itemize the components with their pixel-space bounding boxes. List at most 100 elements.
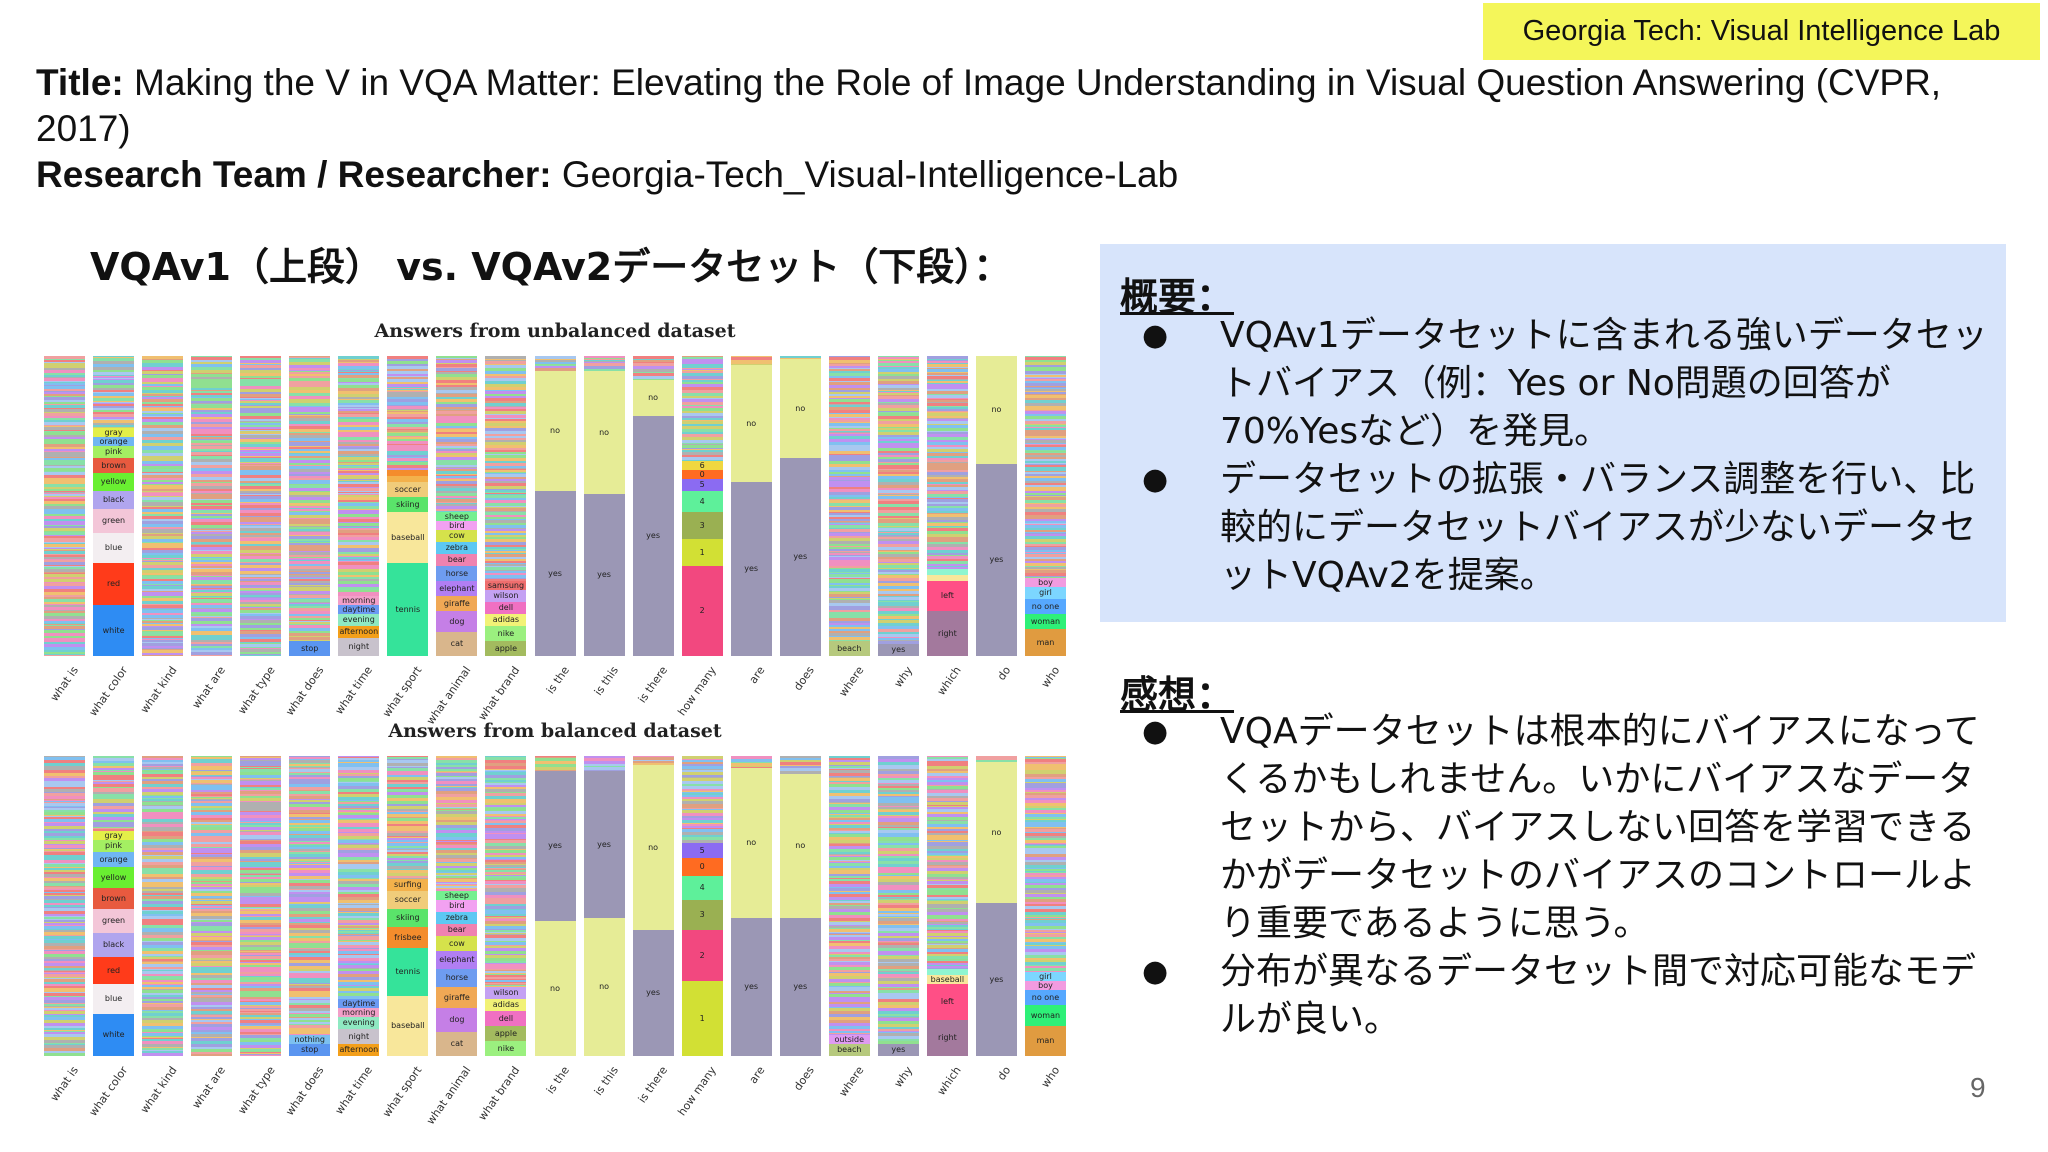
- tail-stripe: [44, 501, 86, 504]
- tail-stripe: [289, 527, 331, 529]
- tail-stripe: [142, 367, 184, 370]
- tail-stripe: [240, 578, 282, 579]
- tail-stripe: [142, 485, 184, 486]
- tail-stripe: [44, 454, 86, 457]
- tail-stripe: [338, 371, 380, 372]
- tail-stripe: [142, 618, 184, 619]
- tail-stripe: [240, 439, 282, 442]
- answer-segment: baseball: [387, 996, 429, 1056]
- tail-stripe: [191, 462, 233, 465]
- tail-stripe: [44, 397, 86, 400]
- tail-stripe: [191, 528, 233, 529]
- tail-stripe: [191, 513, 233, 514]
- tail-stripe: [142, 596, 184, 598]
- answer-segment: baseball: [387, 512, 429, 563]
- tail-stripe: [142, 576, 184, 579]
- tail-stripe: [338, 391, 380, 394]
- tail-stripe: [289, 407, 331, 410]
- answer-segment: 5: [681, 843, 723, 858]
- tail-stripe: [44, 394, 86, 396]
- tail-stripe: [191, 446, 233, 449]
- tail-stripe: [142, 408, 184, 411]
- tail-stripe: [289, 396, 331, 399]
- tail-stripe: [191, 525, 233, 528]
- tail-stripe: [289, 552, 331, 555]
- tail-stripe: [240, 643, 282, 644]
- tail-stripe: [240, 608, 282, 610]
- tail-stripe: [240, 625, 282, 628]
- x-tick-label: why: [891, 664, 915, 690]
- tail-stripe: [191, 608, 233, 609]
- tail-stripe: [142, 461, 184, 464]
- tail-stripe: [142, 542, 184, 543]
- tail-stripe: [191, 626, 233, 628]
- tail-stripe: [240, 598, 282, 600]
- tail-stripe: [191, 471, 233, 474]
- x-tick-label: do: [994, 1064, 1014, 1083]
- tail-stripe: [191, 598, 233, 599]
- x-axis-labels-balanced: what is what color what kind what are what t…: [40, 1064, 1070, 1127]
- answer-segment: red: [93, 957, 135, 984]
- tail-stripe: [240, 568, 282, 571]
- answer-segment: no: [632, 380, 674, 416]
- tail-stripe: [44, 418, 86, 420]
- answer-segment: left: [926, 984, 968, 1020]
- tail-stripe: [44, 435, 86, 437]
- tail-stripe: [142, 466, 184, 469]
- tail-stripe: [240, 604, 282, 606]
- tail-stripe: [142, 390, 184, 393]
- tail-stripe: [240, 401, 282, 403]
- answer-segment: girl: [1024, 587, 1066, 599]
- tail-stripe: [289, 415, 331, 416]
- tail-stripe: [240, 571, 282, 574]
- tail-stripe: [142, 536, 184, 539]
- tail-stripe: [240, 541, 282, 544]
- tail-stripe: [142, 608, 184, 609]
- tail-stripe: [142, 570, 184, 573]
- tail-stripe: [191, 362, 233, 364]
- tail-stripe: [142, 639, 184, 640]
- tail-stripe: [240, 593, 282, 595]
- tail-stripe: [240, 538, 282, 541]
- tail-stripe: [142, 437, 184, 440]
- tail-stripe: [289, 640, 331, 641]
- answer-segment: 2: [681, 930, 723, 981]
- tail-stripe: [44, 531, 86, 532]
- tail-stripe: [142, 533, 184, 534]
- tail-stripe: [44, 599, 86, 602]
- tail-stripe: [44, 463, 86, 465]
- tail-stripe: [142, 562, 184, 565]
- tail-stripe: [289, 598, 331, 599]
- tail-stripe: [289, 611, 331, 614]
- tail-stripe: [191, 452, 233, 455]
- tail-stripe: [338, 595, 380, 596]
- summary-bullet: ● VQAv1データセットに含まれる強いデータセットバイアス（例：Yes or N…: [1130, 312, 2010, 456]
- tail-stripe: [240, 546, 282, 547]
- answer-segment: soccer: [387, 891, 429, 909]
- tail-stripe: [338, 409, 380, 411]
- x-tick-label: is there: [635, 1064, 670, 1106]
- tail-stripe: [93, 392, 135, 393]
- tail-stripe: [44, 511, 86, 514]
- tail-stripe: [289, 368, 331, 370]
- tail-stripe: [191, 370, 233, 373]
- tail-stripe: [44, 650, 86, 652]
- tail-stripe: [44, 548, 86, 549]
- tail-stripe: [289, 374, 331, 376]
- bar-is-there: yes no: [632, 756, 674, 1056]
- tail-stripe: [191, 401, 233, 402]
- tail-stripe: [240, 553, 282, 554]
- tail-stripe: [93, 427, 135, 428]
- bar-why: yes: [877, 356, 919, 656]
- tail-stripe: [44, 449, 86, 451]
- answer-segment: yellow: [93, 473, 135, 491]
- tail-stripe: [436, 889, 478, 891]
- answer-segment: elephant: [436, 951, 478, 969]
- answer-segment: pink: [93, 840, 135, 852]
- tail-stripe: [191, 532, 233, 534]
- tail-stripe: [142, 653, 184, 655]
- tail-stripe: [44, 549, 86, 550]
- tail-stripe: [191, 503, 233, 505]
- answer-segment: evening: [338, 1017, 380, 1029]
- answer-segment: white: [93, 605, 135, 656]
